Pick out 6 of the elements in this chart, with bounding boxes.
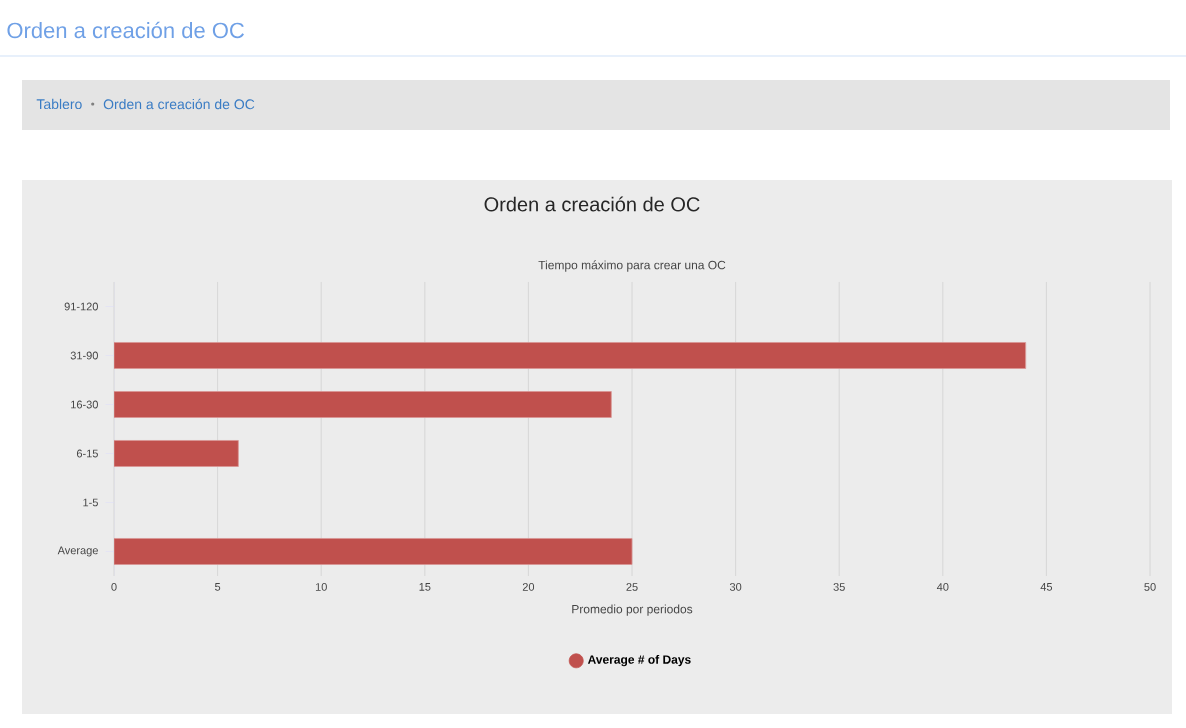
- chart-title: Orden a creación de OC: [484, 196, 700, 212]
- text: Orden a creación de OC: [7, 21, 244, 39]
- bar: [114, 538, 633, 565]
- bar: [114, 391, 612, 418]
- bar: [114, 342, 1027, 369]
- bar: [114, 440, 239, 467]
